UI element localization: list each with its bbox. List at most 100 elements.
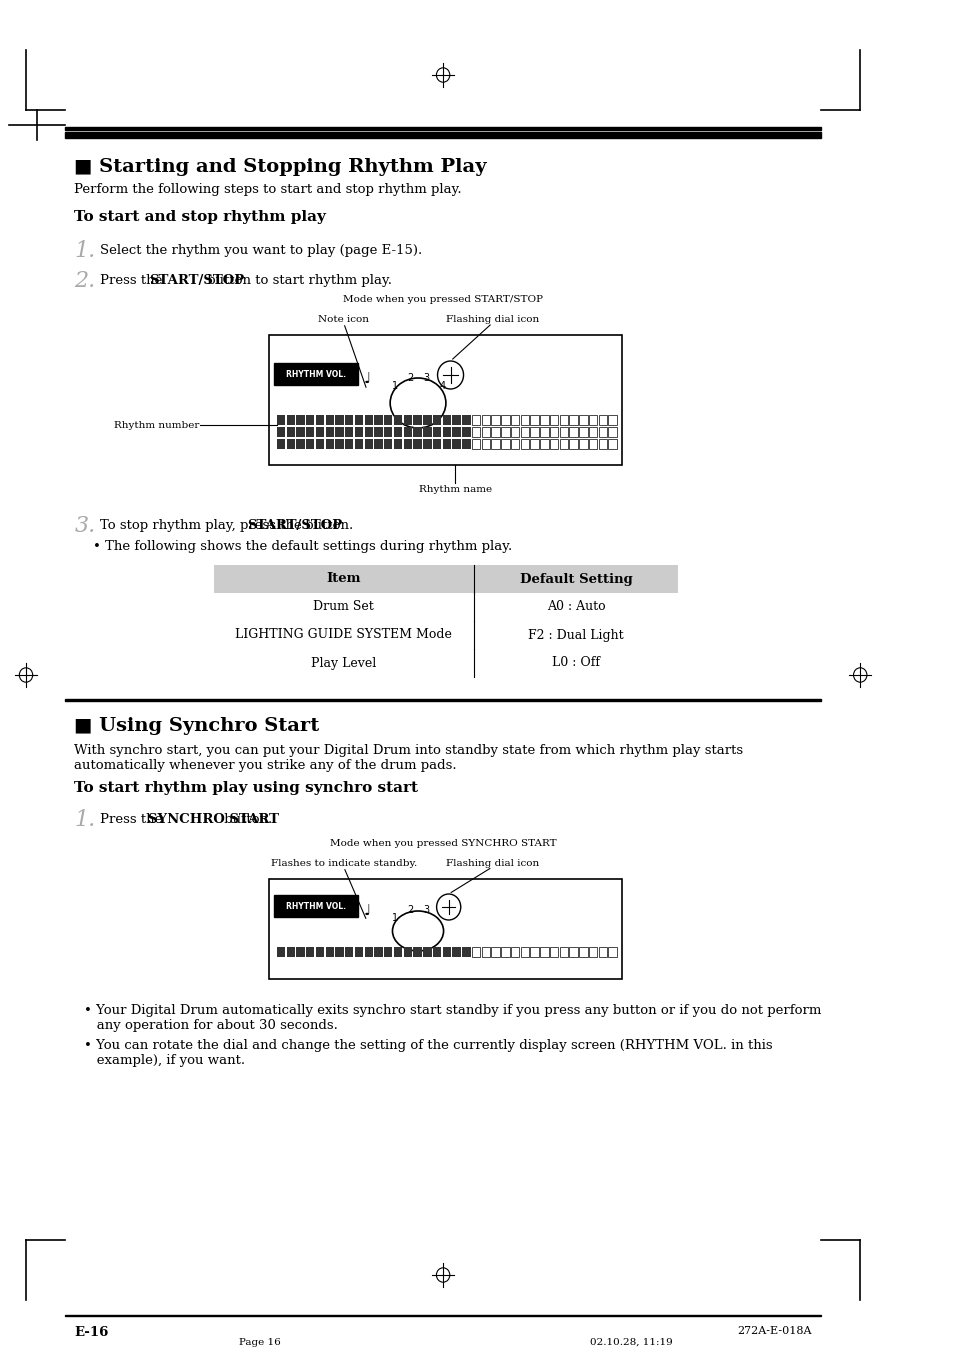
Bar xyxy=(598,415,606,426)
Bar xyxy=(276,439,285,449)
Bar xyxy=(472,415,479,426)
Text: 02.10.28, 11:19: 02.10.28, 11:19 xyxy=(590,1337,673,1347)
Text: button.: button. xyxy=(301,519,353,532)
Text: ♩: ♩ xyxy=(363,373,370,386)
Bar xyxy=(530,415,538,426)
Text: 3.: 3. xyxy=(74,515,95,536)
Text: Play Level: Play Level xyxy=(311,657,375,670)
Bar xyxy=(364,439,373,449)
Bar xyxy=(65,132,821,138)
Bar xyxy=(403,439,412,449)
Bar xyxy=(286,947,294,957)
Bar xyxy=(491,427,499,436)
Text: Default Setting: Default Setting xyxy=(519,573,632,585)
Bar xyxy=(442,415,451,426)
Bar xyxy=(559,427,567,436)
Bar xyxy=(269,335,621,465)
Bar xyxy=(569,415,578,426)
Bar xyxy=(315,439,324,449)
Bar xyxy=(413,415,421,426)
Bar xyxy=(403,947,412,957)
Bar xyxy=(65,127,821,130)
Bar xyxy=(274,894,357,917)
Bar xyxy=(296,427,304,436)
Bar xyxy=(549,947,558,957)
Bar xyxy=(530,439,538,449)
Bar xyxy=(364,415,373,426)
Bar xyxy=(442,947,451,957)
Text: START/STOP: START/STOP xyxy=(149,274,244,286)
Bar xyxy=(500,439,509,449)
Bar xyxy=(335,427,343,436)
Bar xyxy=(413,947,421,957)
Bar xyxy=(539,439,548,449)
Bar xyxy=(306,415,314,426)
Bar xyxy=(530,427,538,436)
Text: • Your Digital Drum automatically exits synchro start standby if you press any b: • Your Digital Drum automatically exits … xyxy=(84,1004,821,1032)
Bar xyxy=(472,439,479,449)
Bar xyxy=(452,415,460,426)
Bar xyxy=(461,415,470,426)
Bar xyxy=(569,947,578,957)
Text: 2: 2 xyxy=(407,905,414,915)
Text: 272A-E-018A: 272A-E-018A xyxy=(737,1325,811,1336)
Bar xyxy=(481,427,490,436)
Bar xyxy=(578,439,587,449)
Bar xyxy=(423,439,431,449)
Bar xyxy=(442,427,451,436)
Bar xyxy=(65,698,821,701)
Bar xyxy=(296,439,304,449)
Bar xyxy=(598,947,606,957)
Bar xyxy=(578,427,587,436)
Text: Perform the following steps to start and stop rhythm play.: Perform the following steps to start and… xyxy=(74,182,461,196)
Bar xyxy=(539,415,548,426)
Bar xyxy=(276,427,285,436)
Text: Note icon: Note icon xyxy=(318,315,369,324)
Bar xyxy=(520,415,529,426)
Bar xyxy=(296,947,304,957)
Bar xyxy=(491,947,499,957)
Bar xyxy=(452,439,460,449)
Bar xyxy=(461,947,470,957)
Bar xyxy=(588,415,597,426)
Bar xyxy=(549,415,558,426)
Text: E-16: E-16 xyxy=(74,1325,109,1339)
Bar xyxy=(559,415,567,426)
Bar xyxy=(384,947,392,957)
Text: Mode when you pressed SYNCHRO START: Mode when you pressed SYNCHRO START xyxy=(330,839,556,848)
Bar xyxy=(345,427,354,436)
Bar xyxy=(296,415,304,426)
Text: SYNCHRO START: SYNCHRO START xyxy=(148,813,278,825)
Bar xyxy=(374,415,382,426)
Text: To start rhythm play using synchro start: To start rhythm play using synchro start xyxy=(74,781,417,794)
Text: F2 : Dual Light: F2 : Dual Light xyxy=(528,628,623,642)
Bar xyxy=(213,565,678,593)
Bar xyxy=(213,593,678,621)
Bar xyxy=(481,439,490,449)
Bar xyxy=(315,427,324,436)
Bar xyxy=(608,427,617,436)
Bar xyxy=(569,439,578,449)
Bar xyxy=(213,565,678,593)
Bar xyxy=(433,415,441,426)
Bar xyxy=(306,947,314,957)
Bar xyxy=(325,439,334,449)
Text: LIGHTING GUIDE SYSTEM Mode: LIGHTING GUIDE SYSTEM Mode xyxy=(235,628,452,642)
Text: RHYTHM VOL.: RHYTHM VOL. xyxy=(286,902,346,911)
Bar xyxy=(491,415,499,426)
Bar xyxy=(511,439,518,449)
Bar xyxy=(315,947,324,957)
Bar xyxy=(325,947,334,957)
Bar xyxy=(549,427,558,436)
Bar xyxy=(384,439,392,449)
Bar xyxy=(598,427,606,436)
Bar xyxy=(472,427,479,436)
Bar xyxy=(433,427,441,436)
Bar xyxy=(491,439,499,449)
Bar xyxy=(345,415,354,426)
Bar xyxy=(578,947,587,957)
Bar xyxy=(520,439,529,449)
Bar xyxy=(355,427,363,436)
Bar xyxy=(423,427,431,436)
Bar xyxy=(500,947,509,957)
